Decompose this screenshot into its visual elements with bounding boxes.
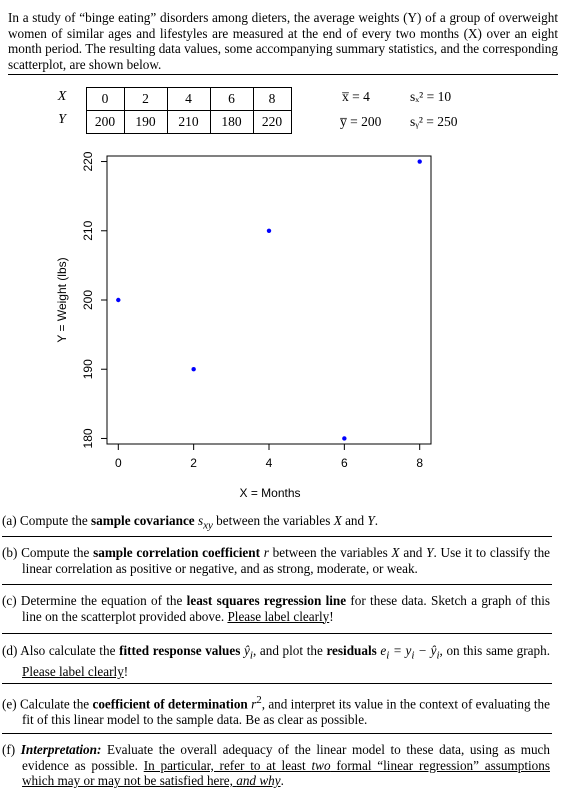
question-italic: Y [426, 545, 434, 560]
table-cell-y: 220 [252, 109, 292, 134]
question-italic: s [194, 513, 204, 528]
x-axis-ticks: 0 2 4 6 8 [115, 444, 423, 470]
question-text: and [399, 545, 427, 560]
question-italic: − ŷ [414, 643, 437, 658]
question-text: , and interpret its value in the context… [22, 696, 551, 727]
question-text: between the variables [268, 545, 392, 560]
question-a: (a) Compute the sample covariance sxy be… [2, 513, 550, 534]
y-tick-label: 210 [81, 220, 95, 240]
question-text: . [374, 513, 379, 528]
question-text: for these data. Sketch a graph of this l… [22, 593, 550, 624]
x-tick-label: 8 [416, 456, 423, 470]
stat-sx2: sₓ² = 10 [410, 89, 452, 104]
x-tick-label: 4 [266, 456, 273, 470]
scatterplot: 0 2 4 6 8 180 190 200 210 220 X = Months Y = Wei… [55, 151, 432, 500]
table-cells: 0 2 4 6 8 200 190 210 180 220 [85, 86, 292, 134]
data-point [191, 367, 196, 372]
y-tick-label: 220 [81, 151, 95, 171]
stat-ybar: y̅ = 200 [340, 114, 382, 129]
question-text: (b) Compute the [2, 545, 94, 560]
divider [2, 633, 552, 634]
question-text: and [341, 513, 368, 528]
y-tick-label: 180 [81, 428, 95, 448]
data-point [342, 436, 347, 441]
y-axis-ticks: 180 190 200 210 220 [81, 151, 107, 448]
question-text: (d) Also calculate the [2, 643, 120, 658]
y-tick-label: 200 [81, 290, 95, 310]
divider [2, 584, 552, 585]
divider [2, 733, 552, 734]
question-subscript: i [249, 649, 253, 662]
question-underline: Please label clearly [22, 664, 124, 680]
question-superscript: 2 [256, 694, 262, 706]
question-text: (f) [2, 742, 21, 757]
x-row-label: X [57, 89, 67, 104]
data-point [266, 228, 272, 233]
question-f: (f) Interpretation: Evaluate the overall… [2, 742, 550, 789]
stat-sy2: sᵧ² = 250 [410, 114, 458, 129]
question-italic: X [391, 545, 400, 560]
data-points [116, 159, 422, 441]
question-text: . [280, 773, 284, 789]
question-bold: sample covariance [91, 513, 195, 528]
question-underline-italic: two [311, 757, 331, 773]
question-italic: ŷ [240, 643, 250, 658]
question-text: between the variables [212, 513, 334, 528]
divider [2, 536, 552, 537]
stat-xbar: x̅ = 4 [342, 89, 370, 104]
question-text: , and plot the [252, 643, 327, 658]
plot-frame [106, 155, 432, 445]
question-bold-italic: Interpretation: [20, 742, 102, 757]
question-text: ! [123, 664, 129, 680]
question-bold: fitted response values [119, 643, 241, 658]
question-underline: formal “linear regression” assumptions w… [22, 757, 550, 789]
question-italic: e [376, 643, 387, 658]
data-point [417, 159, 422, 164]
question-c: (c) Determine the equation of the least … [2, 593, 550, 624]
question-italic: Y [367, 513, 375, 528]
question-d: (d) Also calculate the fitted response v… [2, 643, 550, 680]
question-bold: sample correlation coefficient [93, 545, 261, 560]
x-tick-label: 6 [341, 456, 348, 470]
question-subscript: i [386, 649, 390, 662]
question-underline: In particular, refer to at least [143, 757, 312, 773]
question-subscript: xy [203, 519, 213, 532]
divider [2, 683, 552, 684]
question-italic: r [260, 545, 269, 560]
question-underline-italic: and why [236, 773, 281, 789]
intro-paragraph: In a study of “binge eating” disorders a… [8, 10, 558, 76]
question-text: ! [329, 608, 334, 624]
x-tick-label: 0 [115, 456, 122, 470]
y-row-label: Y [58, 112, 66, 127]
question-text: (e) Calculate the [2, 696, 93, 712]
question-italic: r [247, 696, 257, 712]
question-italic: = y [389, 643, 412, 658]
question-bold: least squares regression line [186, 593, 347, 608]
question-bold: coefficient of determination [92, 696, 248, 712]
question-text: (c) Determine the equation of the [2, 593, 187, 608]
question-subscript: i [411, 649, 415, 662]
y-tick-label: 190 [81, 359, 95, 379]
question-text: Evaluate the overall adequacy of the lin… [22, 742, 550, 773]
x-tick-label: 2 [190, 456, 197, 470]
question-text: (a) Compute the [2, 513, 91, 528]
question-text: , on this same graph. [439, 643, 551, 658]
data-point [116, 297, 121, 303]
question-italic: X [333, 513, 342, 528]
question-underline: Please label clearly [227, 608, 330, 624]
question-b: (b) Compute the sample correlation coeff… [2, 545, 550, 576]
x-axis-label: X = Months [239, 486, 300, 500]
question-bold: residuals [326, 643, 377, 658]
question-e: (e) Calculate the coefficient of determi… [2, 693, 550, 728]
question-text: . Use it to classify the linear correlat… [22, 545, 551, 576]
question-subscript: i [436, 649, 440, 662]
y-axis-label: Y = Weight (lbs) [55, 257, 69, 342]
